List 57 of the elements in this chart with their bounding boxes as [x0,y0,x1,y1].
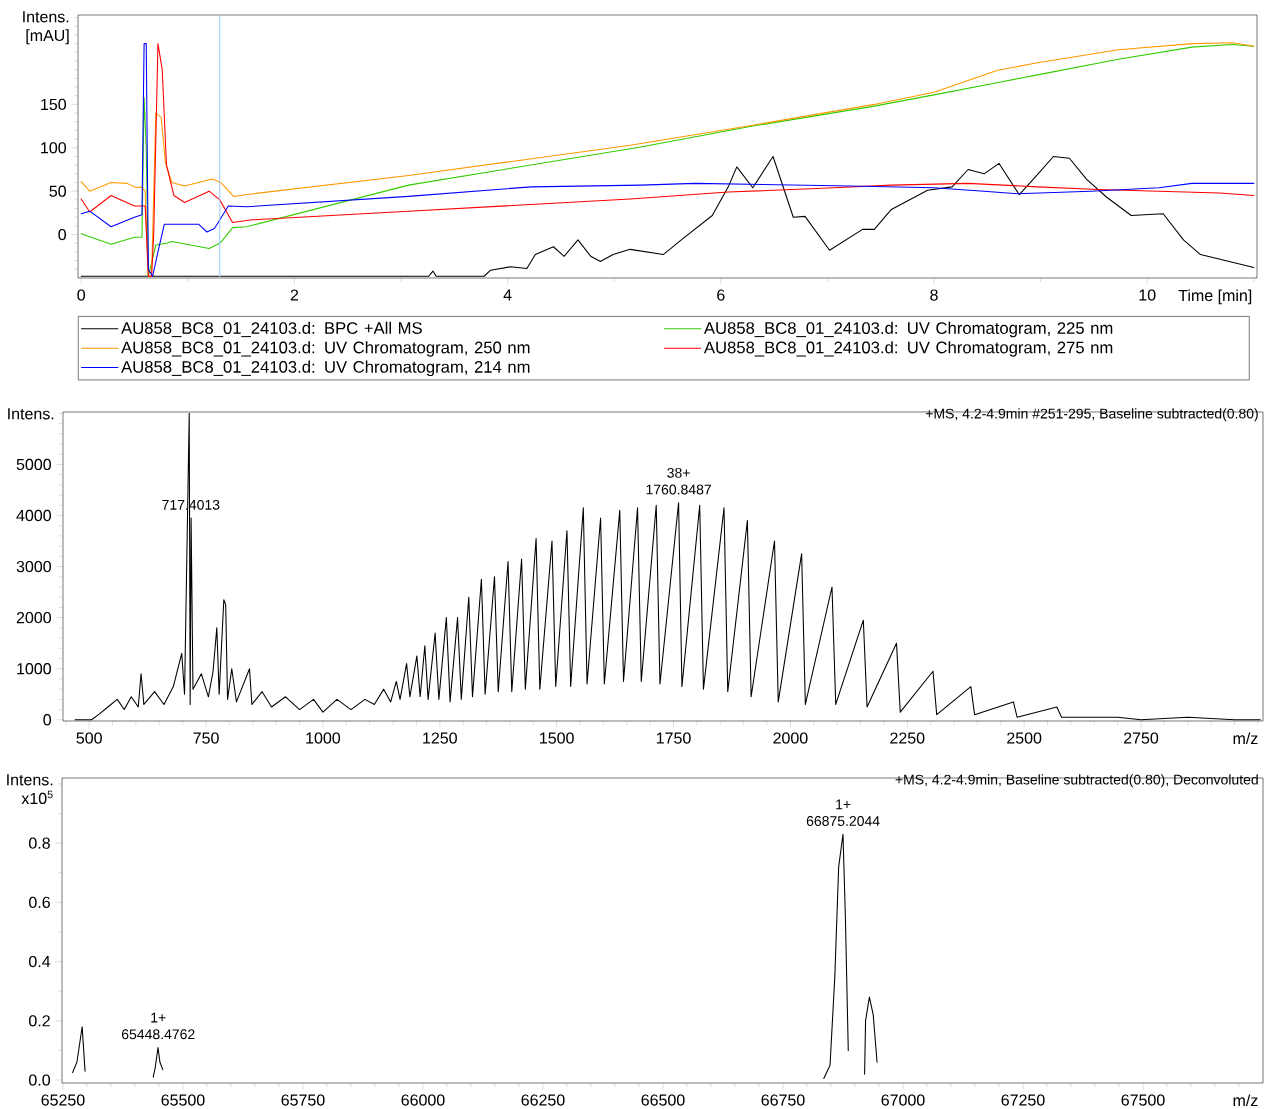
x-tick-label: 500 [76,732,102,744]
x-tick-label: 8 [930,289,938,301]
x-tick-label: 6 [717,289,725,301]
x-tick-label: 1250 [423,732,457,744]
annotation: 1+ 66875.2044 [806,799,880,826]
chart-title: +MS, 4.2-4.9min #251-295, Baseline subtracted(0.80) [925,408,1258,422]
x-tick-label: 67500 [1121,1094,1165,1106]
y-axis-title: Intens. [mAU] [23,11,69,45]
x-tick-label: 2250 [890,732,925,744]
x-tick-label: 66750 [761,1094,805,1106]
x-tick-label: 1750 [656,732,691,744]
x-tick-label: 1000 [306,732,341,744]
x-axis-title: Time [min] [1178,289,1252,305]
y-axis-title: Intens. [8,408,54,420]
y-tick-label: 0 [58,228,67,241]
x-tick-label: 66250 [521,1094,565,1106]
legend-label: AU858_BC8_01_24103.d: UV Chromatogram, 275 nm [703,341,1113,357]
x-tick-label: 4 [503,289,512,301]
x-tick-label: 65500 [161,1094,205,1106]
x-tick-label: 65250 [41,1094,85,1106]
y-tick-label: 5000 [16,458,51,471]
x-tick-label: 67000 [881,1094,925,1106]
annotation: 38+ 1760.8487 [646,467,711,495]
y-tick-label: 0.2 [29,1015,50,1027]
y-tick-label: 1000 [17,663,51,675]
legend-label: AU858_BC8_01_24103.d: BPC +All MS [121,321,422,338]
x-tick-label: 2750 [1124,732,1159,744]
x-tick-label: 67250 [1001,1094,1045,1106]
y-axis-title: Intens. x10$^{5}$ [7,774,53,805]
y-tick-label: 50 [49,185,67,197]
y-tick-label: 0.6 [29,896,50,909]
legend-label: AU858_BC8_01_24103.d: UV Chromatogram, 250 nm [121,341,530,357]
y-tick-label: 150 [41,98,67,111]
y-tick-label: 0.0 [29,1074,51,1086]
x-tick-label: 10 [1139,289,1156,301]
legend-label: AU858_BC8_01_24103.d: UV Chromatogram, 225 nm [703,321,1113,338]
y-tick-label: 4000 [16,509,51,522]
x-tick-label: 1500 [540,732,574,744]
x-tick-label: 66000 [401,1094,445,1106]
x-tick-label: 2 [290,289,299,301]
x-tick-label: 2500 [1007,732,1042,744]
y-tick-label: 0 [43,714,52,726]
chart-title: +MS, 4.2-4.9min, Baseline subtracted(0.80), Deconvoluted [895,774,1258,788]
y-tick-label: 100 [41,142,67,154]
x-tick-label: 65750 [281,1094,325,1106]
x-tick-label: 0 [77,289,86,301]
legend-label: AU858_BC8_01_24103.d: UV Chromatogram, 214 nm [121,360,530,377]
x-tick-label: 2000 [773,732,808,744]
y-tick-label: 3000 [16,560,51,573]
x-axis-title: m/z [1233,1094,1258,1107]
annotation: 1+ 65448.4762 [121,1012,195,1040]
x-tick-label: 66500 [641,1094,685,1106]
x-axis-title: m/z [1233,732,1258,745]
y-tick-label: 0.4 [29,955,51,968]
x-tick-label: 750 [193,732,219,744]
y-tick-label: 2000 [16,611,51,624]
y-tick-label: 0.8 [29,837,50,849]
